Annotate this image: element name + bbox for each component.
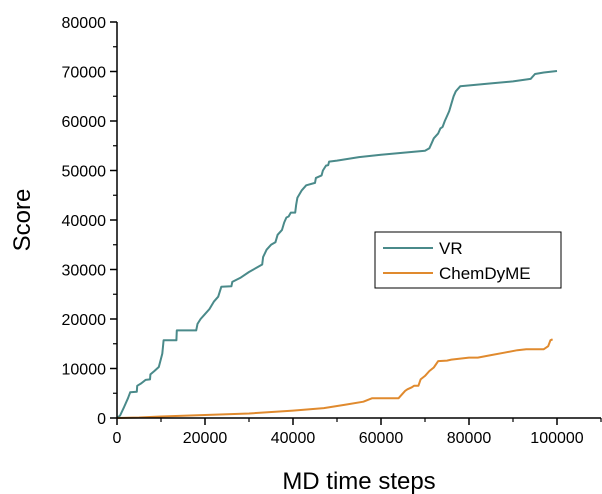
- x-axis-title: MD time steps: [282, 468, 435, 494]
- x-tick-label: 60000: [359, 430, 404, 447]
- x-tick-label: 20000: [183, 430, 228, 447]
- axes: [116, 22, 601, 419]
- y-tick-label: 80000: [62, 15, 107, 32]
- plot-area: [116, 70, 558, 419]
- y-tick-label: 10000: [62, 362, 107, 379]
- x-tick-label: 40000: [271, 430, 316, 447]
- x-tick-label: 0: [113, 430, 122, 447]
- y-tick-label: 40000: [62, 213, 107, 230]
- legend-label-vr: VR: [439, 239, 463, 258]
- x-tick-label: 100000: [530, 430, 583, 447]
- legend-box: [374, 231, 562, 289]
- legend-label-chemdyme: ChemDyME: [439, 264, 531, 283]
- y-axis-title: Score: [9, 189, 36, 252]
- ticks: 0 10000 20000 30000 40000 50000 60000 70000 8000…: [62, 15, 602, 447]
- y-tick-label: 0: [97, 411, 106, 428]
- y-tick-label: 20000: [62, 312, 107, 329]
- y-tick-label: 50000: [62, 164, 107, 181]
- legend: VR ChemDyME: [374, 231, 562, 289]
- y-tick-label: 70000: [62, 65, 107, 82]
- series-line-chemdyme: [116, 338, 554, 419]
- y-tick-label: 30000: [62, 263, 107, 280]
- x-tick-label: 80000: [447, 430, 492, 447]
- series-line-vr: [116, 70, 558, 419]
- y-tick-label: 60000: [62, 114, 107, 131]
